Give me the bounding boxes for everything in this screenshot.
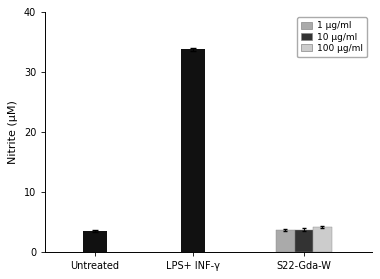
Bar [313,227,332,252]
Y-axis label: Nitrite (μM): Nitrite (μM) [8,100,18,164]
Bar [276,230,295,252]
Bar [295,230,313,252]
Bar [82,231,106,252]
Bar [181,49,205,252]
Legend: 1 μg/ml, 10 μg/ml, 100 μg/ml: 1 μg/ml, 10 μg/ml, 100 μg/ml [297,17,367,57]
